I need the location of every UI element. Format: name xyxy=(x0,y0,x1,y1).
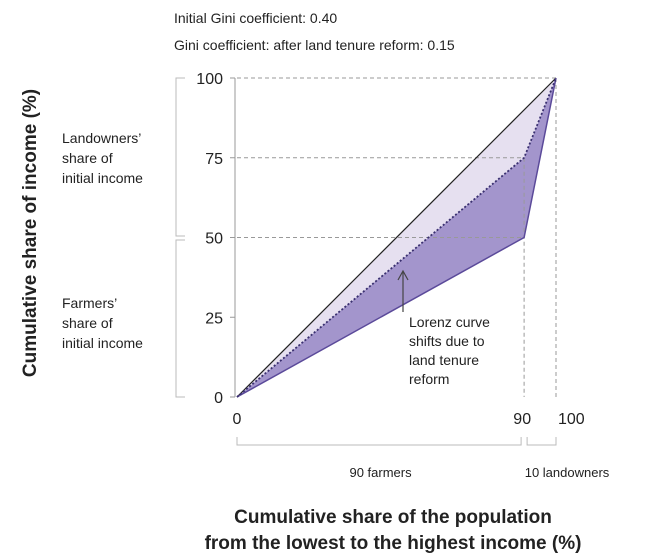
plot-area: 0 25 50 75 100 0 90 100 90 farmers 10 landowners xyxy=(196,71,609,480)
x-axis-title-line-2: from the lowest to the highest income (%… xyxy=(205,533,582,554)
group-label: 10 landowners xyxy=(525,465,610,480)
shift-label-line-1: Lorenz curve xyxy=(409,314,490,330)
landowners-share-line-1: Landowners’ xyxy=(62,130,141,146)
initial-lorenz-curve xyxy=(236,77,557,398)
line-of-equality xyxy=(236,77,557,398)
shift-label-line-4: reform xyxy=(409,371,449,387)
group-bracket xyxy=(236,437,522,446)
shift-label-line-2: shifts due to xyxy=(409,333,485,349)
farmers-share-line-1: Farmers’ xyxy=(62,295,117,311)
group-label: 90 farmers xyxy=(349,465,412,480)
farmers-share-line-2: share of xyxy=(62,315,113,331)
y-tick-label: 50 xyxy=(205,231,223,248)
x-tick-label: 100 xyxy=(558,411,585,428)
y-tick-label: 75 xyxy=(205,151,223,168)
y-tick-label: 100 xyxy=(196,71,223,88)
farmers-bracket xyxy=(175,239,185,398)
y-tick-label: 0 xyxy=(214,390,223,407)
initial-gini-label: Initial Gini coefficient: 0.40 xyxy=(174,10,337,26)
after-gini-label: Gini coefficient: after land tenure refo… xyxy=(174,37,455,53)
shift-arrow-head-icon xyxy=(397,269,409,281)
landowners-bracket xyxy=(175,77,185,237)
landowners-share-line-3: initial income xyxy=(62,170,143,186)
landowners-share-line-2: share of xyxy=(62,150,113,166)
after-reform-lorenz-curve xyxy=(236,77,557,398)
farmers-share-label: Farmers’ share of initial income xyxy=(62,295,143,351)
x-axis-title-line-1: Cumulative share of the population xyxy=(234,507,552,528)
x-tick-label: 90 xyxy=(513,411,531,428)
x-tick-label: 0 xyxy=(233,411,242,428)
farmers-share-line-3: initial income xyxy=(62,335,143,351)
shift-label-line-3: land tenure xyxy=(409,352,479,368)
y-axis-title: Cumulative share of income (%) xyxy=(20,89,41,377)
y-tick-label: 25 xyxy=(205,310,223,327)
group-bracket xyxy=(526,437,557,446)
shift-annotation: Lorenz curve shifts due to land tenure r… xyxy=(397,269,490,387)
landowners-share-label: Landowners’ share of initial income xyxy=(62,130,143,186)
